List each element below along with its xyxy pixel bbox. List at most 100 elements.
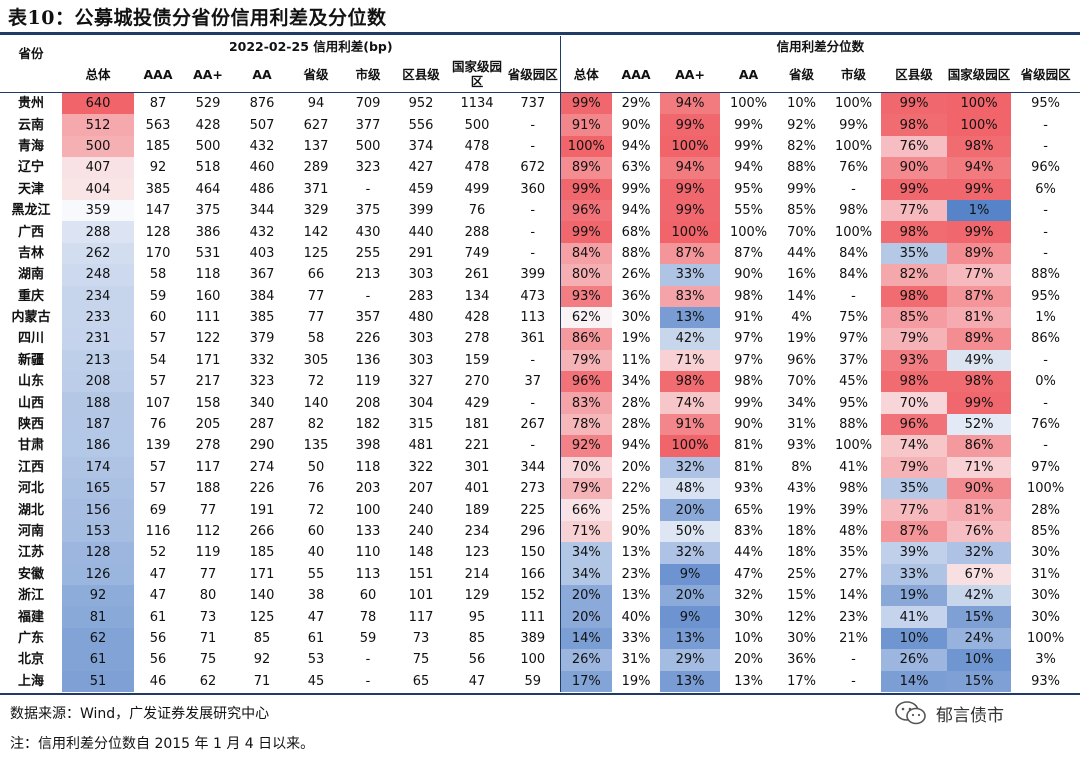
spread-cell: 156	[62, 499, 134, 521]
spread-cell: 182	[355, 417, 381, 433]
spread-cell: 134	[464, 288, 490, 304]
spread-cell: 85	[468, 630, 486, 646]
percentile-cell: 74%	[660, 392, 721, 414]
percentile-cell: 30%	[1031, 545, 1061, 561]
spread-cell: 518	[195, 160, 221, 176]
percentile-cell: 34%	[621, 374, 651, 390]
spread-cell: -	[506, 135, 561, 158]
header-col: 总体	[560, 56, 613, 93]
spread-cell: 142	[303, 224, 329, 240]
spread-cell: 287	[249, 417, 275, 433]
spread-cell: 428	[464, 310, 490, 326]
spread-cell: 374	[408, 138, 434, 154]
spread-cell: 147	[145, 203, 171, 219]
percentile-cell: 94%	[621, 203, 651, 219]
spread-cell: 429	[464, 395, 490, 411]
spread-cell: 278	[195, 438, 221, 454]
percentile-cell: -	[1043, 117, 1048, 133]
percentile-cell: 41%	[839, 459, 868, 475]
percentile-cell: 88%	[1031, 267, 1061, 283]
spread-cell: 399	[506, 264, 561, 286]
percentile-cell: 87%	[947, 285, 1012, 307]
spread-cell: 118	[355, 459, 381, 475]
percentile-cell: 99%	[734, 117, 763, 133]
table-row: 广东 62 56 71 85 61 59 73 85 389 14% 33% 13% 10% 30% 21% 1…	[0, 627, 1080, 650]
spread-cell: 189	[464, 502, 490, 518]
spread-cell: 82	[307, 417, 325, 433]
spread-cell: 94	[307, 96, 325, 112]
spread-cell: 404	[62, 178, 134, 200]
spread-cell: 361	[506, 328, 561, 350]
percentile-cell: 19%	[621, 331, 651, 347]
percentile-cell: 93%	[787, 438, 816, 454]
spread-cell: 187	[62, 413, 134, 436]
spread-cell: 62	[199, 673, 217, 689]
spread-cell: 117	[408, 609, 434, 625]
percentile-cell: 30%	[734, 609, 763, 625]
percentile-cell: 100%	[834, 138, 873, 154]
spread-cell: 208	[355, 395, 381, 411]
spread-cell: 47	[149, 566, 167, 582]
spread-cell: 118	[195, 267, 221, 283]
table-row: 湖南 248 58 118 367 66 213 303 261 399 80% 26% 33% 90% 1…	[0, 264, 1080, 286]
spread-cell: 500	[355, 138, 381, 154]
table-row: 上海 51 46 62 71 45-65 47 59 17% 19% 13% 13% 17% -14% 15…	[0, 670, 1080, 692]
province-cell: 甘肃	[17, 438, 44, 454]
percentile-cell: 99%	[560, 221, 613, 243]
spread-cell: 185	[249, 545, 275, 561]
percentile-cell: 98%	[947, 135, 1012, 158]
spread-cell: -	[365, 652, 371, 668]
percentile-cell: 32%	[947, 542, 1012, 564]
header-col: 市级	[826, 56, 882, 93]
percentile-cell: 25%	[621, 502, 651, 518]
percentile-cell: 99%	[621, 181, 651, 197]
brand-label: 郁言债市	[936, 705, 1004, 726]
spread-cell: 140	[303, 395, 329, 411]
percentile-cell: 100%	[729, 224, 768, 240]
percentile-cell: 81%	[947, 306, 1012, 329]
spread-cell: 170	[145, 245, 171, 261]
percentile-cell: 37%	[839, 352, 868, 368]
spread-cell: 500	[195, 138, 221, 154]
percentile-cell: 96%	[787, 352, 816, 368]
percentile-cell: 99%	[881, 92, 948, 115]
spread-cell: 640	[62, 92, 134, 115]
spread-cell: 226	[249, 481, 275, 497]
percentile-cell: 81%	[734, 438, 763, 454]
table-row: 广西 288 128 386 432 142 430 440 288-99% 68% 100% 100…	[0, 221, 1080, 243]
spread-cell: 77	[199, 502, 217, 518]
table-row: 山东 208 57 217 323 72 119 327 270 37 96% 34% 98% 98% 70…	[0, 371, 1080, 393]
percentile-cell: 20%	[660, 499, 721, 521]
spread-cell: 512	[62, 114, 134, 136]
percentile-cell: 87%	[734, 245, 763, 261]
spread-cell: 47	[468, 673, 486, 689]
table-row: 青海 500 185 500 432 137 500 374 478-100% 94% 100% 99…	[0, 135, 1080, 158]
percentile-cell: 13%	[660, 670, 721, 692]
spread-cell: 87	[149, 96, 167, 112]
province-cell: 北京	[17, 652, 44, 668]
percentile-cell: 93%	[560, 285, 613, 307]
province-cell: 辽宁	[17, 160, 44, 176]
percentile-cell: 33%	[881, 563, 948, 585]
spread-cell: 248	[62, 264, 134, 286]
spread-cell: 1134	[460, 96, 494, 112]
spread-cell: 403	[249, 245, 275, 261]
percentile-cell: 96%	[560, 199, 613, 222]
spread-cell: 240	[408, 524, 434, 539]
percentile-cell: 26%	[881, 649, 948, 671]
spread-cell: 301	[464, 459, 490, 475]
table-row: 浙江 92 47 80 140 38 60 101 129 152 20% 13% 20% 32% 15% 1…	[0, 584, 1080, 607]
header-col: AAA	[612, 56, 661, 93]
spread-cell: 45	[307, 673, 325, 689]
spread-cell: 73	[412, 630, 430, 646]
header-col: 总体	[62, 56, 134, 93]
spread-cell: 340	[249, 395, 275, 411]
spread-cell: 529	[195, 96, 221, 112]
spread-cell: 92	[62, 584, 134, 607]
spread-cell: 876	[249, 96, 275, 112]
spread-cell: 473	[506, 285, 561, 307]
percentile-cell: 97%	[1031, 459, 1061, 475]
percentile-cell: 14%	[881, 670, 948, 692]
table-row: 贵州 640 87 529 876 94 709 952 1134 737 99% 29% 94% 100…	[0, 92, 1080, 115]
percentile-cell: 34%	[560, 563, 613, 585]
